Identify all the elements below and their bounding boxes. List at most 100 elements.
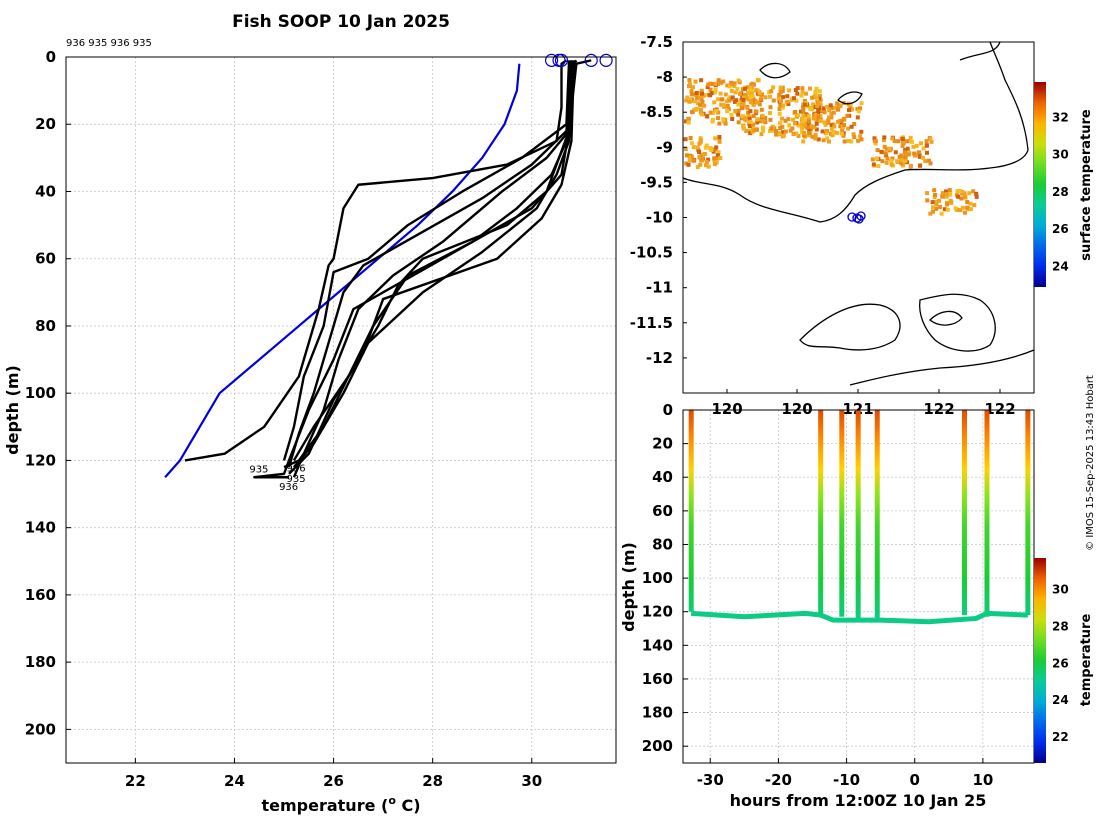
coastline: [959, 41, 1001, 61]
sst-pixel: [781, 130, 786, 135]
sst-pixel: [825, 129, 829, 134]
sst-pixel: [806, 119, 811, 124]
sst-pixel: [689, 89, 694, 94]
sst-pixel: [906, 152, 911, 157]
sst-pixel: [912, 151, 917, 156]
sst-pixel: [747, 124, 752, 128]
sst-pixel: [698, 107, 703, 112]
sst-pixel: [811, 116, 816, 121]
sst-pixel: [813, 90, 818, 95]
map-colorbar-tick: 30: [1052, 148, 1069, 162]
sst-pixel: [759, 107, 764, 112]
sst-pixel: [712, 162, 717, 167]
sst-pixel: [750, 94, 755, 98]
sst-pixel: [684, 98, 689, 103]
sst-pixel: [842, 123, 846, 127]
sst-pixel: [880, 159, 885, 164]
sst-pixel: [716, 82, 720, 86]
sst-pixel: [829, 115, 834, 120]
sst-pixel: [807, 125, 812, 130]
sst-pixel: [787, 123, 792, 128]
sst-pixel: [778, 120, 783, 125]
sst-pixel: [723, 92, 728, 97]
sst-pixel: [774, 132, 779, 137]
profile-y-tick: 60: [35, 250, 56, 268]
cast-bottom-label: 935: [249, 465, 268, 476]
sst-pixel: [721, 79, 726, 84]
sst-pixel: [875, 148, 880, 153]
sst-pixel: [779, 99, 783, 103]
sst-pixel: [796, 134, 801, 138]
sst-pixel: [941, 194, 945, 199]
sst-pixel: [694, 91, 699, 95]
sst-pixel: [763, 120, 768, 125]
sst-pixel: [815, 104, 820, 108]
sst-pixel: [972, 203, 977, 208]
sst-pixel: [826, 118, 831, 122]
chart-title: Fish SOOP 10 Jan 2025: [232, 12, 450, 32]
sst-pixel: [962, 192, 967, 197]
map-x-tick: 120: [711, 400, 742, 418]
map-y-tick: -12: [646, 349, 673, 367]
sst-pixel: [965, 205, 970, 210]
sst-pixel: [947, 188, 952, 193]
profile-y-axis-label: depth (m): [3, 365, 22, 455]
sst-pixel: [716, 78, 721, 83]
sst-pixel: [718, 156, 723, 160]
profile-x-tick: 26: [323, 772, 344, 790]
sst-pixel: [909, 139, 914, 144]
profile-y-tick: 180: [25, 653, 56, 671]
sst-pixel: [829, 105, 834, 110]
sst-pixel: [719, 97, 724, 102]
profile-x-tick: 22: [125, 772, 146, 790]
sst-pixel: [695, 96, 700, 101]
sst-pixel: [813, 113, 818, 118]
sst-pixel: [822, 110, 827, 115]
sst-pixel: [800, 86, 805, 91]
sst-pixel: [840, 128, 845, 133]
section-x-tick: 0: [910, 771, 920, 789]
profile-y-tick: 20: [35, 115, 56, 133]
sst-pixel: [699, 88, 704, 93]
sst-pixel: [690, 85, 695, 90]
section-grid: [683, 409, 1034, 763]
sst-pixel: [687, 154, 692, 159]
sst-pixel: [791, 117, 795, 122]
sst-pixel: [721, 117, 726, 122]
sst-pixel: [917, 154, 922, 159]
sst-pixel: [925, 198, 930, 203]
sst-pixel: [732, 81, 737, 86]
sst-pixel: [700, 91, 704, 96]
sst-pixel: [717, 139, 722, 144]
map-x-tick: 120: [781, 400, 812, 418]
sst-pixel: [924, 139, 929, 144]
sst-pixel: [816, 110, 821, 115]
sst-pixel: [783, 129, 788, 134]
map-y-tick: -11: [646, 279, 673, 297]
sst-pixel: [846, 126, 851, 131]
sst-pixel: [958, 208, 963, 213]
bottom-track: [691, 610, 1028, 625]
sst-pixel: [695, 145, 700, 150]
sst-pixel: [747, 114, 752, 119]
sst-pixel: [807, 131, 812, 135]
sst-pixel: [845, 113, 850, 118]
sst-pixel: [851, 132, 856, 137]
sst-pixel: [809, 126, 814, 131]
section-colorbar-tick: 30: [1052, 582, 1069, 596]
sst-pixel: [689, 141, 694, 146]
sst-pixel: [755, 117, 760, 122]
sst-pixel: [735, 86, 740, 91]
sst-pixel: [698, 162, 703, 167]
sst-pixel: [859, 101, 864, 106]
section-y-tick: 0: [663, 401, 673, 419]
map-colorbar-tick: 24: [1052, 260, 1069, 274]
sst-pixel: [974, 191, 979, 196]
sst-pixel: [754, 127, 759, 132]
sst-pixel: [684, 161, 689, 166]
sst-pixel: [914, 143, 919, 148]
section-x-tick: -10: [833, 771, 860, 789]
sst-pixel: [785, 99, 790, 104]
sst-pixel: [921, 146, 926, 151]
